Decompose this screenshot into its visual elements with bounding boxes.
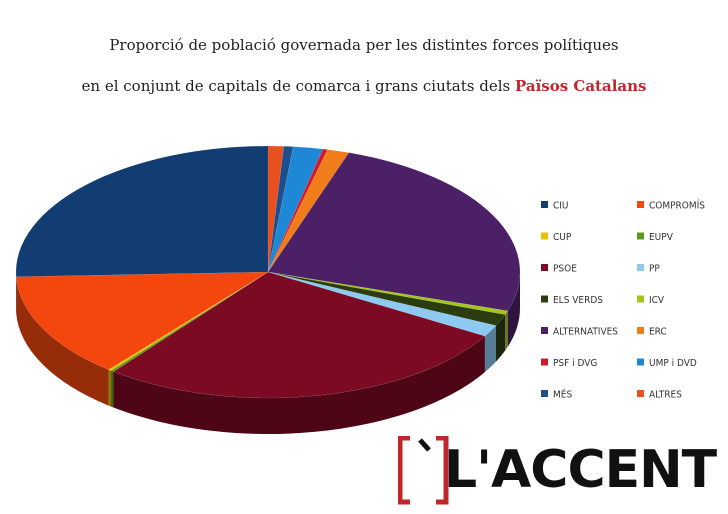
legend: CIU COMPROMÍS CUP EUPV PSOE PP ELS VERDS ICV ALT… <box>541 199 705 401</box>
pie-slice-comprom-s <box>15 271 269 370</box>
logo-right-bracket <box>436 436 449 505</box>
legend-label-icv: ICV <box>649 295 665 306</box>
chart-title-highlight: Països Catalans <box>514 77 647 95</box>
legend-swatch-els-verds <box>541 295 548 303</box>
pie-side-psoe <box>113 336 485 434</box>
pie-slice-altres <box>267 145 285 273</box>
pie-slice-cup <box>108 271 269 371</box>
pie-slice-eupv <box>110 271 269 372</box>
legend-label-cup: CUP <box>553 232 572 243</box>
chart-title-line-2: en el conjunt de capitals de comarca i g… <box>0 77 728 95</box>
pie-slice-alternatives <box>267 152 521 312</box>
legend-swatch-ump-i-dvd <box>637 358 644 366</box>
pie-side-alternatives <box>507 272 520 347</box>
legend-label-psf-i-dvg: PSF i DVG <box>553 358 597 369</box>
legend-swatch-eupv <box>637 232 644 240</box>
pie-slice-ciu <box>15 145 269 278</box>
legend-swatch-pp <box>637 264 644 271</box>
legend-label-ciu: CIU <box>553 201 569 212</box>
logo-text: L'ACCENT <box>444 440 717 500</box>
legend-label-pp: PP <box>649 264 660 275</box>
logo-grave-accent <box>418 438 431 452</box>
legend-swatch-alternatives <box>541 327 548 334</box>
legend-label-alternatives: ALTERNATIVES <box>553 327 618 338</box>
legend-swatch-altres <box>637 390 644 397</box>
legend-swatch-psf-i-dvg <box>541 358 548 366</box>
chart-title-prefix: en el conjunt de capitals de comarca i g… <box>81 77 511 95</box>
legend-swatch-icv <box>637 295 644 303</box>
legend-label-psoe: PSOE <box>553 264 577 275</box>
legend-swatch-ciu <box>541 201 548 208</box>
legend-label-comprom-s: COMPROMÍS <box>649 199 705 212</box>
legend-swatch-m-s <box>541 390 548 397</box>
pie-side-cup <box>108 369 112 407</box>
legend-swatch-erc <box>637 327 644 334</box>
pie-slice-pp <box>267 271 497 337</box>
chart-title-line-1: Proporció de població governada per les … <box>109 36 619 54</box>
legend-label-els-verds: ELS VERDS <box>553 295 603 306</box>
logo-left-bracket <box>398 436 410 505</box>
legend-swatch-comprom-s <box>637 201 644 208</box>
pie-side-eupv <box>111 370 114 408</box>
pie-sides <box>16 272 520 434</box>
pie-side-comprom-s <box>16 276 109 406</box>
pie-side-icv <box>505 310 508 351</box>
legend-swatch-cup <box>541 232 548 240</box>
laccent-logo <box>398 436 449 505</box>
legend-label-ump-i-dvd: UMP i DVD <box>649 358 697 369</box>
pie-slice-erc <box>267 149 350 273</box>
pie-side-pp <box>484 325 497 373</box>
pie-slice-icv <box>267 271 509 315</box>
legend-label-m-s: MÉS <box>553 388 572 401</box>
legend-label-erc: ERC <box>649 327 667 338</box>
pie-slice-els-verds <box>267 271 506 326</box>
pie-slice-ump-i-dvd <box>267 146 324 273</box>
legend-label-eupv: EUPV <box>649 232 674 243</box>
pie-side-els-verds <box>496 314 506 362</box>
pie-slice-m-s <box>267 145 294 273</box>
legend-label-altres: ALTRES <box>649 390 682 401</box>
legend-swatch-psoe <box>541 264 548 271</box>
pie-slice-psf-i-dvg <box>267 148 328 273</box>
pie-slices <box>15 145 521 399</box>
pie-slice-psoe <box>112 271 486 399</box>
